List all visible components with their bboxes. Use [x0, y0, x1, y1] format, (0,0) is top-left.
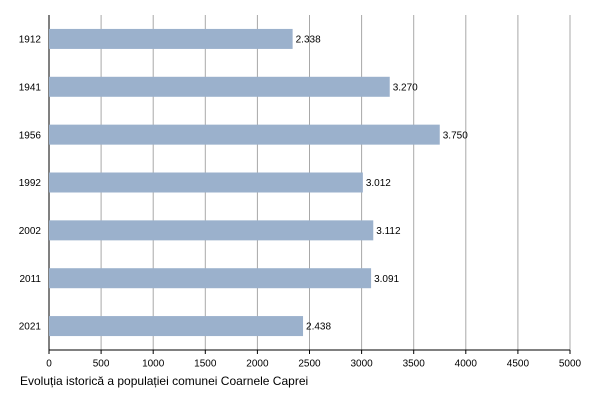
y-tick-label: 2002: [19, 226, 42, 237]
x-tick-label: 1500: [194, 359, 217, 370]
x-tick-label: 3500: [403, 359, 426, 370]
value-label: 3.112: [376, 226, 401, 237]
bar: [49, 28, 293, 49]
y-tick-label: 2011: [19, 274, 41, 285]
value-label: 3.091: [374, 274, 399, 285]
value-label: 2.438: [306, 322, 331, 333]
x-tick-label: 2500: [298, 359, 321, 370]
bar: [49, 220, 374, 241]
chart-title: Evoluția istorică a populației comunei C…: [20, 374, 308, 388]
value-label: 3.012: [366, 178, 391, 189]
x-tick-label: 500: [93, 359, 110, 370]
y-tick-label: 1992: [19, 178, 42, 189]
x-tick-label: 0: [46, 359, 52, 370]
x-tick-label: 2000: [246, 359, 269, 370]
bar: [49, 124, 440, 145]
value-label: 3.270: [393, 82, 418, 93]
bar: [49, 172, 363, 193]
bar: [49, 76, 390, 97]
value-label: 3.750: [443, 130, 468, 141]
x-tick-label: 5000: [559, 359, 582, 370]
y-tick-label: 1912: [19, 35, 42, 46]
value-label: 2.338: [296, 35, 321, 46]
y-tick-label: 1941: [19, 82, 42, 93]
y-tick-label: 1956: [19, 130, 42, 141]
y-tick-label: 2021: [19, 322, 42, 333]
bar: [49, 268, 372, 289]
x-tick-label: 3000: [350, 359, 373, 370]
x-tick-label: 4500: [507, 359, 530, 370]
bar: [49, 316, 304, 337]
x-tick-label: 4000: [455, 359, 478, 370]
x-tick-label: 1000: [142, 359, 165, 370]
